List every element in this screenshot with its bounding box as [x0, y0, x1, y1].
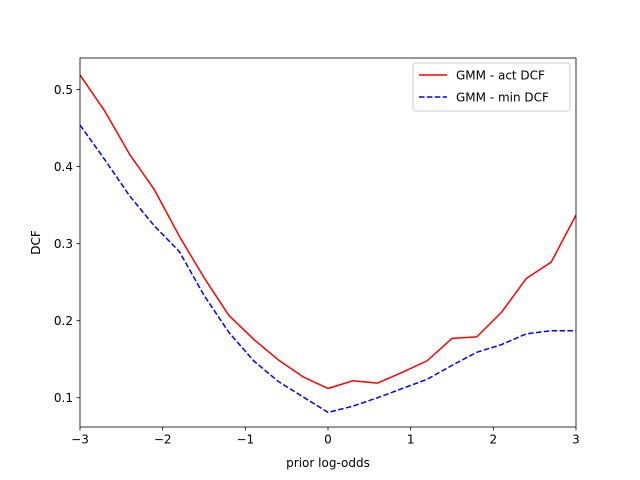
x-axis-label: prior log-odds	[286, 456, 370, 470]
y-tick-label: 0.2	[54, 314, 73, 328]
legend-frame	[412, 62, 571, 112]
y-axis-label: DCF	[29, 230, 43, 255]
x-tick-label: 0	[324, 433, 332, 447]
x-tick-label: 3	[572, 433, 580, 447]
plot-frame	[79, 57, 577, 428]
y-tick-label: 0.5	[54, 83, 73, 97]
x-tick-label: 1	[407, 433, 415, 447]
x-tick-label: −2	[154, 433, 172, 447]
legend-entry-min-dcf: GMM - min DCF	[456, 91, 549, 105]
axes-layer: −3 −2 −1 0 1 2 3 0.1 0.2 0.3 0.4 0.5	[54, 83, 580, 447]
legend-entry-act-dcf: GMM - act DCF	[456, 69, 545, 83]
x-tick-label: −1	[236, 433, 254, 447]
y-tick-label: 0.4	[54, 160, 73, 174]
y-tick-label: 0.3	[54, 237, 73, 251]
x-tick-label: 2	[490, 433, 498, 447]
legend: GMM - act DCF GMM - min DCF	[412, 62, 571, 112]
y-tick-label: 0.1	[54, 391, 73, 405]
x-tick-label: −3	[71, 433, 89, 447]
series-layer	[79, 74, 577, 414]
plot-area	[80, 58, 576, 427]
series-line-gmm-min-dcf	[79, 124, 576, 414]
series-line-gmm-act-dcf	[79, 74, 577, 390]
